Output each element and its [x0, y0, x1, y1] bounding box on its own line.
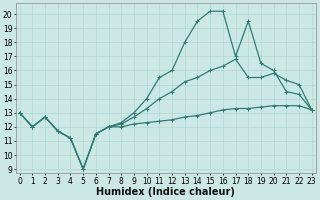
X-axis label: Humidex (Indice chaleur): Humidex (Indice chaleur) — [96, 187, 235, 197]
